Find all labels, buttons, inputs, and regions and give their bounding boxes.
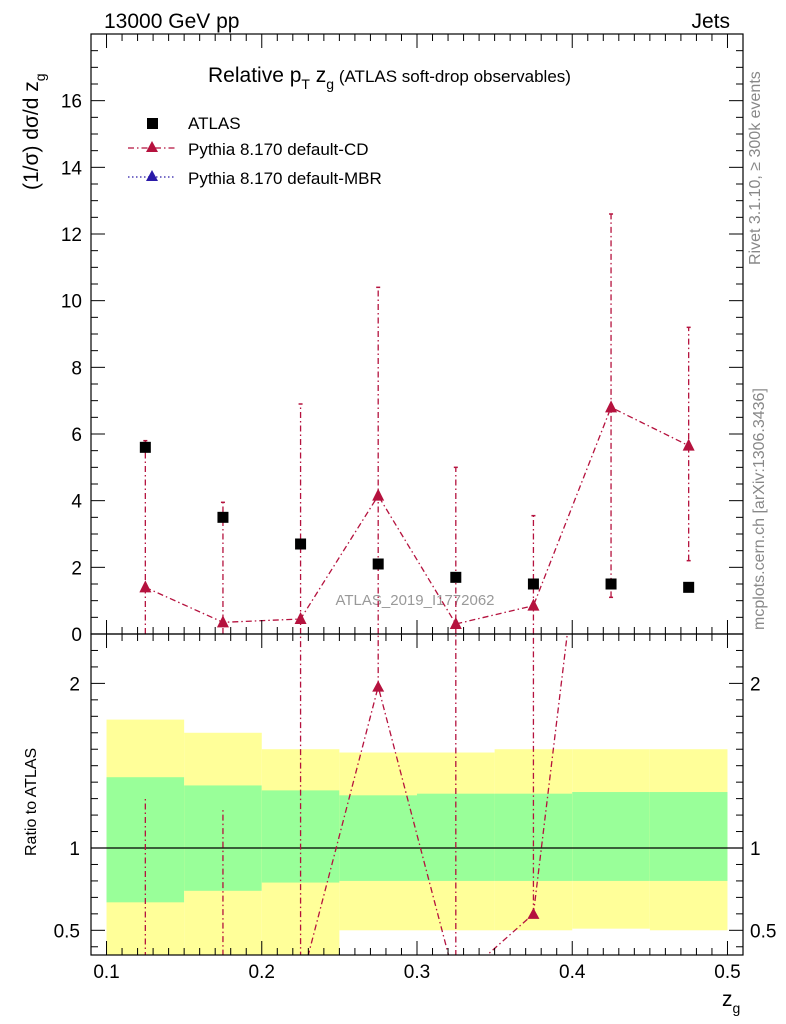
main-title: Relative pT zg (ATLAS soft-drop observab… xyxy=(208,64,571,92)
main-title-sub-g: g xyxy=(326,76,334,92)
main-title-z: z xyxy=(310,64,326,87)
xlabel: zg xyxy=(722,988,740,1016)
legend: ATLAS Pythia 8.170 default-CD Pythia 8.1… xyxy=(128,114,382,188)
legend-cd-label: Pythia 8.170 default-CD xyxy=(188,140,369,159)
main-atlas-point xyxy=(450,571,462,583)
green-band-bin xyxy=(417,793,495,881)
main-ylabel-sub: g xyxy=(32,73,48,81)
main-y-tick-label: 6 xyxy=(71,425,82,446)
green-band-bin xyxy=(339,795,417,881)
main-y-tick-label: 12 xyxy=(61,225,82,246)
ratio-marks xyxy=(139,634,568,1001)
analysis-watermark: ATLAS_2019_I1772062 xyxy=(335,592,494,609)
ratio-ylabel: Ratio to ATLAS xyxy=(23,748,40,856)
ratio-cd-point xyxy=(450,977,462,988)
ratio-y-tick-label-right: 1 xyxy=(750,839,761,860)
main-y-tick-label: 8 xyxy=(71,358,82,379)
main-y-tick-label: 10 xyxy=(61,292,82,313)
ratio-y-tick-label-right: 0.5 xyxy=(750,921,776,942)
main-atlas-point xyxy=(295,538,307,550)
main-title-sub-t: T xyxy=(301,76,310,92)
legend-mbr-label: Pythia 8.170 default-MBR xyxy=(188,169,382,188)
header-left: 13000 GeV pp xyxy=(104,10,239,33)
main-y-tick-label: 14 xyxy=(61,158,83,179)
main-ylabel: (1/σ) dσ/d zg xyxy=(20,73,48,190)
ratio-y-tick-label-left: 1 xyxy=(69,839,80,860)
ratio-y-tick-label-left: 2 xyxy=(69,674,80,695)
ratio-cd-point xyxy=(372,680,385,692)
xlabel-sub: g xyxy=(733,1000,741,1016)
mcplots-text: mcplots.cern.ch [arXiv:1306.3436] xyxy=(751,388,768,630)
main-cd-line xyxy=(145,406,689,625)
legend-cd-marker xyxy=(146,141,158,152)
main-marks xyxy=(139,213,695,634)
x-tick-label: 0.3 xyxy=(404,962,430,983)
legend-atlas-marker xyxy=(147,118,158,129)
xlabel-text: z xyxy=(722,988,733,1011)
ratio-cd-point xyxy=(527,907,540,919)
main-cd-point xyxy=(449,617,462,629)
main-y-tick-label: 2 xyxy=(71,558,82,579)
x-tick-label: 0.5 xyxy=(714,962,740,983)
ratio-y-tick-label-right: 2 xyxy=(750,674,761,695)
ratio-cd-point xyxy=(139,965,151,976)
main-ylabel-text: (1/σ) dσ/d z xyxy=(20,81,43,190)
x-tick-label: 0.2 xyxy=(249,962,275,983)
main-cd-point xyxy=(527,598,540,611)
ratio-y-tick-label-left: 0.5 xyxy=(54,921,80,942)
main-title-rest: (ATLAS soft-drop observables) xyxy=(334,67,571,86)
main-cd-point xyxy=(139,580,152,593)
main-cd-point xyxy=(372,488,385,501)
green-band-bin xyxy=(649,792,728,881)
green-band-bin xyxy=(572,792,650,881)
main-y-tick-label: 0 xyxy=(71,625,82,646)
main-atlas-point xyxy=(217,511,229,523)
main-atlas-point xyxy=(605,578,617,590)
main-atlas-point xyxy=(683,581,695,593)
main-atlas-point xyxy=(527,578,539,590)
ratio-cd-point xyxy=(217,990,229,1001)
header-right: Jets xyxy=(691,10,730,33)
main-cd-point xyxy=(216,615,229,628)
legend-mbr-marker xyxy=(146,170,158,181)
x-tick-label: 0.4 xyxy=(559,962,586,983)
x-tick-label: 0.1 xyxy=(93,962,119,983)
main-cd-point xyxy=(605,400,618,413)
main-cd-point xyxy=(682,438,695,451)
main-cd-point xyxy=(294,612,307,624)
main-atlas-point xyxy=(139,441,151,453)
main-y-tick-label: 16 xyxy=(61,92,82,113)
main-title-part: Relative p xyxy=(208,64,301,87)
legend-atlas-label: ATLAS xyxy=(188,114,241,133)
ratio-cd-point xyxy=(295,979,307,990)
rivet-text: Rivet 3.1.10, ≥ 300k events xyxy=(747,71,764,265)
main-y-tick-label: 4 xyxy=(71,492,82,513)
main-atlas-point xyxy=(372,558,384,570)
